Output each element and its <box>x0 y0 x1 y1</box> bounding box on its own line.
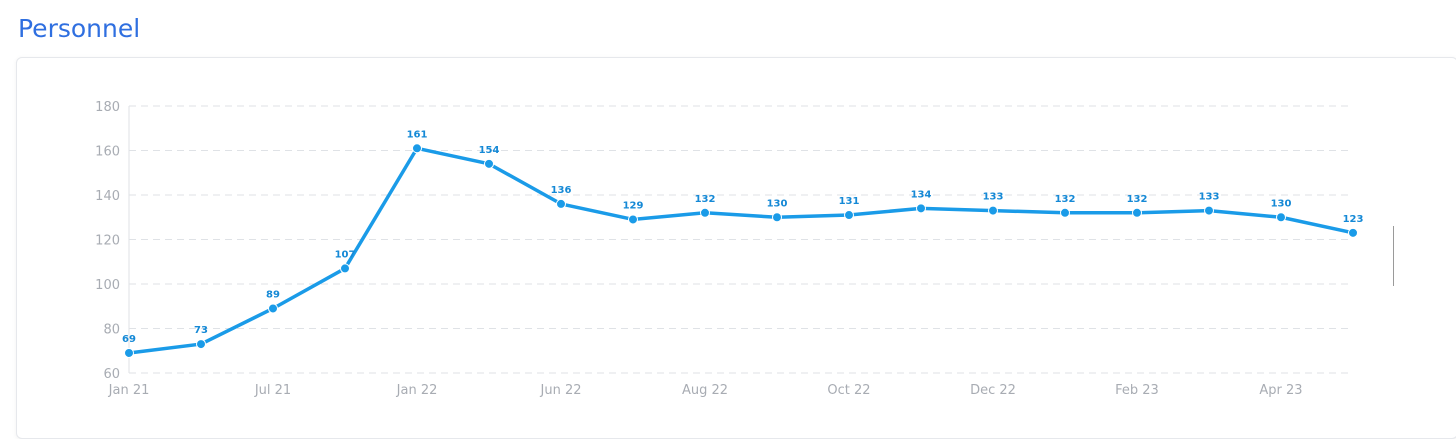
x-tick-label: Dec 22 <box>970 383 1016 398</box>
data-label: 130 <box>767 198 788 209</box>
data-point <box>844 210 854 221</box>
data-label: 123 <box>1343 214 1364 225</box>
scrollbar[interactable] <box>1393 226 1394 286</box>
personnel-line-chart: 60 80 100 120 140 160 180 Jan 21 Jul 21 Jan 22 Jun… <box>95 100 1364 398</box>
data-label: 129 <box>623 200 644 211</box>
data-point <box>1132 207 1142 218</box>
chart-card: 60 80 100 120 140 160 180 Jan 21 Jul 21 Jan 22 Jun… <box>16 57 1456 439</box>
data-label: 107 <box>335 249 356 260</box>
y-tick-label: 160 <box>95 145 120 160</box>
data-point <box>628 214 638 225</box>
data-point <box>412 143 422 154</box>
data-label: 134 <box>911 189 932 200</box>
data-label: 132 <box>1055 194 1076 205</box>
data-point <box>916 203 926 214</box>
x-tick-label: Apr 23 <box>1259 383 1302 398</box>
y-tick-label: 100 <box>95 278 120 293</box>
data-point <box>268 303 278 314</box>
data-label: 133 <box>983 192 1004 203</box>
data-label: 133 <box>1199 192 1220 203</box>
x-tick-label: Jul 21 <box>254 383 291 398</box>
data-point <box>1060 207 1070 218</box>
data-point <box>772 212 782 223</box>
data-label: 130 <box>1271 198 1292 209</box>
data-label: 89 <box>266 289 280 300</box>
data-label: 131 <box>839 196 860 207</box>
y-tick-label: 80 <box>103 323 120 338</box>
x-tick-label: Jan 21 <box>108 383 150 398</box>
data-point <box>340 263 350 274</box>
data-point <box>1204 205 1214 216</box>
x-tick-label: Aug 22 <box>682 383 728 398</box>
data-label: 136 <box>551 185 572 196</box>
series-line <box>127 146 1355 355</box>
data-label: 154 <box>479 145 500 156</box>
data-point <box>1276 212 1286 223</box>
y-tick-label: 180 <box>95 100 120 115</box>
data-point <box>484 158 494 169</box>
x-tick-label: Jun 22 <box>540 383 582 398</box>
data-label: 132 <box>1127 194 1148 205</box>
y-tick-label: 140 <box>95 189 120 204</box>
page-title: Personnel <box>18 14 141 43</box>
x-tick-label: Oct 22 <box>827 383 870 398</box>
data-point <box>124 347 134 358</box>
data-point <box>556 198 566 209</box>
x-tick-label: Jan 22 <box>396 383 438 398</box>
y-tick-label: 120 <box>95 234 120 249</box>
data-label: 69 <box>122 334 136 345</box>
data-point <box>196 339 206 350</box>
data-point <box>700 207 710 218</box>
data-label: 132 <box>695 194 716 205</box>
data-label: 161 <box>407 129 428 140</box>
data-label: 73 <box>194 325 208 336</box>
data-point <box>1348 227 1358 238</box>
y-tick-label: 60 <box>103 367 120 382</box>
x-tick-label: Feb 23 <box>1115 383 1159 398</box>
data-point <box>988 205 998 216</box>
